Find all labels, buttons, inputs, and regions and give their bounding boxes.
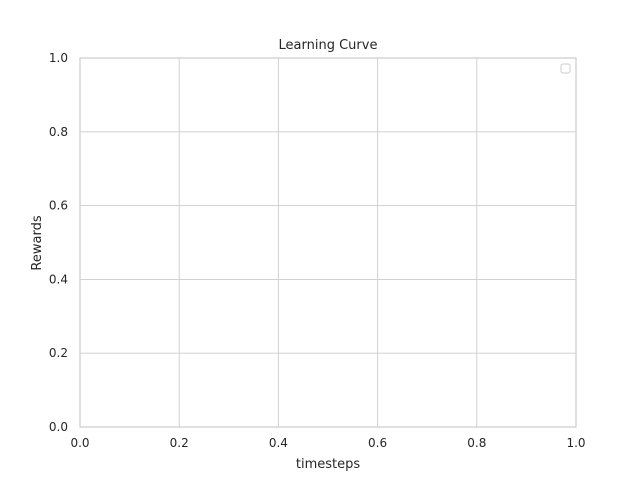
x-tick-label: 0.6 <box>368 436 387 450</box>
x-tick-label: 0.2 <box>170 436 189 450</box>
y-axis-label: Rewards <box>30 215 45 270</box>
plot-frame <box>79 57 577 428</box>
x-tick-label: 0.0 <box>70 436 89 450</box>
x-tick-label: 1.0 <box>566 436 585 450</box>
x-axis-label: timesteps <box>296 457 360 472</box>
x-tick-label: 0.8 <box>467 436 486 450</box>
x-tick-label: 0.4 <box>269 436 288 450</box>
y-tick-label: 0.0 <box>49 420 68 434</box>
y-tick-label: 0.4 <box>49 272 68 286</box>
x-tick-labels: 0.0 0.2 0.4 0.6 0.8 1.0 <box>70 436 585 450</box>
y-tick-label: 0.6 <box>49 199 68 213</box>
y-tick-labels: 0.0 0.2 0.4 0.6 0.8 1.0 <box>49 51 68 434</box>
legend <box>560 63 571 74</box>
plot-area <box>80 58 576 427</box>
chart-title: Learning Curve <box>279 38 378 53</box>
y-tick-label: 0.8 <box>49 125 68 139</box>
y-tick-label: 1.0 <box>49 51 68 65</box>
y-tick-label: 0.2 <box>49 346 68 360</box>
